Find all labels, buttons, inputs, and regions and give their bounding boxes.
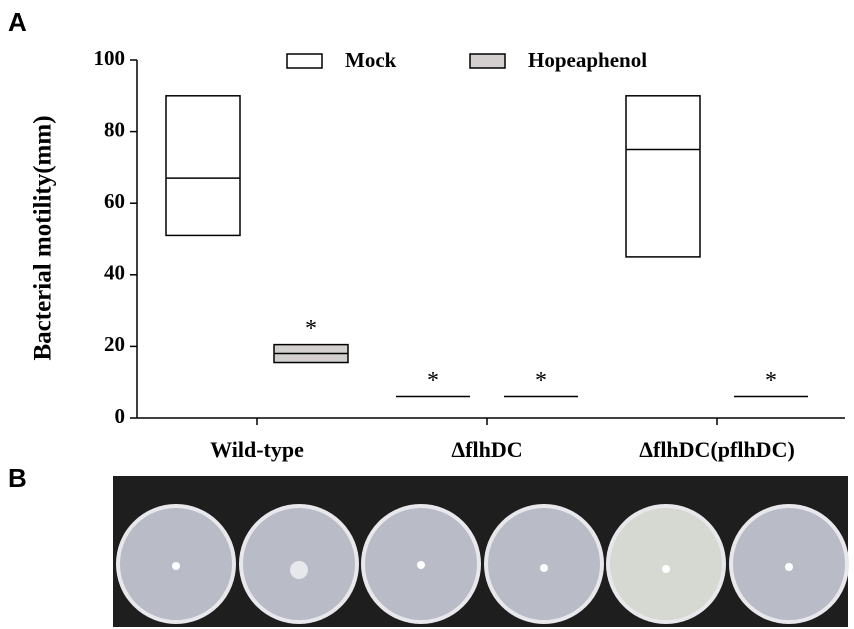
inoculation-spots	[172, 561, 793, 579]
y-tick-label: 20	[104, 332, 125, 356]
legend-swatch	[286, 53, 323, 69]
x-tick-label: ΔflhDC	[451, 437, 522, 462]
legend-swatch	[469, 53, 506, 69]
significance-marker: *	[305, 316, 317, 342]
legend-label: Hopeaphenol	[528, 48, 647, 72]
significance-marker: *	[427, 368, 439, 394]
photo-background	[113, 476, 848, 627]
significance-marker: *	[765, 368, 777, 394]
significance-marker: *	[535, 368, 547, 394]
y-tick-label: 80	[104, 117, 125, 141]
y-tick-label: 100	[94, 46, 126, 70]
panel-label: B	[8, 463, 27, 493]
x-tick-label: ΔflhDC(pflhDC)	[639, 437, 795, 462]
x-tick-label: Wild-type	[210, 437, 304, 462]
y-tick-label: 60	[104, 189, 125, 213]
panel-label: A	[8, 7, 27, 37]
legend-label: Mock	[345, 48, 397, 72]
box	[625, 95, 701, 258]
y-tick-label: 0	[115, 404, 126, 428]
photo-strip	[113, 476, 849, 627]
box	[165, 95, 241, 237]
y-axis-label: Bacterial motility(mm)	[30, 115, 57, 360]
y-tick-label: 40	[104, 261, 125, 285]
